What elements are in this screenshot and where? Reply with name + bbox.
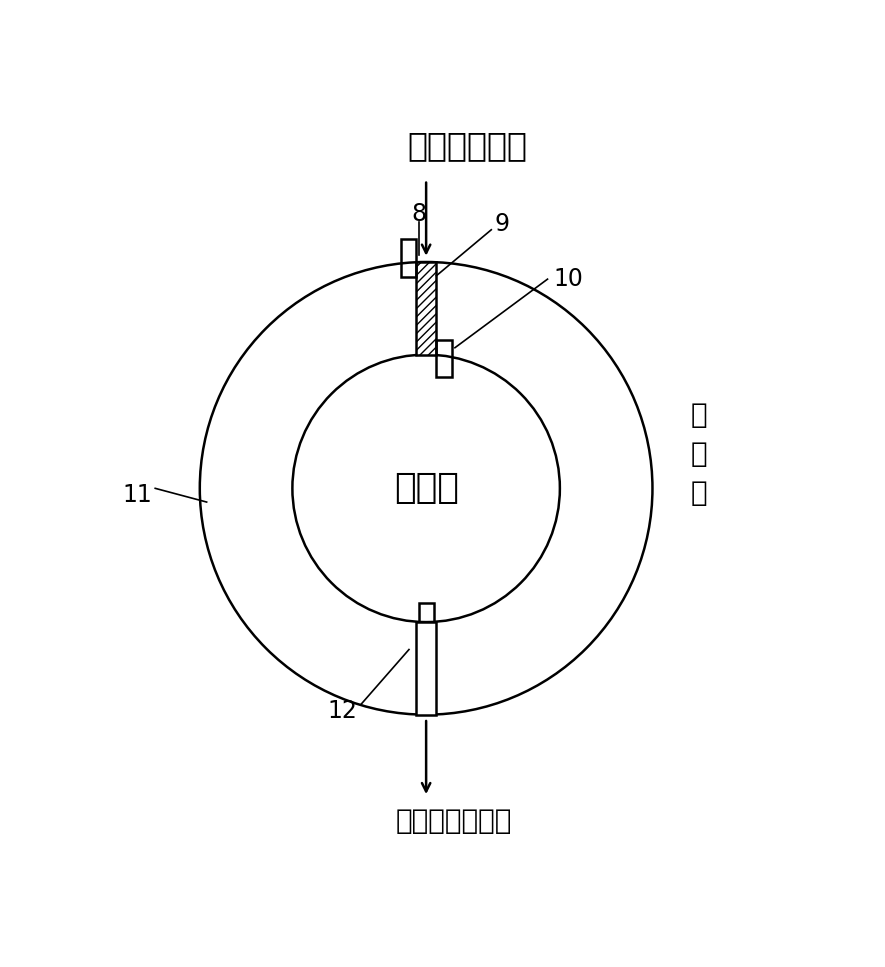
Text: 亚砹化: 亚砹化 [394,471,458,506]
Bar [419,603,434,641]
Text: 9: 9 [495,213,510,236]
Text: 12: 12 [327,699,358,723]
Bar [436,339,451,377]
Bar [416,622,436,715]
Text: 8: 8 [412,202,427,226]
Text: 11: 11 [122,484,152,508]
Bar [416,262,436,355]
Text: 10: 10 [553,267,583,291]
Text: 至厌氧氨氧化池: 至厌氧氨氧化池 [396,807,512,835]
Text: 自厌氧反应器: 自厌氧反应器 [407,130,527,162]
Text: 预
氧
化: 预 氧 化 [690,401,707,507]
Bar [401,240,416,278]
